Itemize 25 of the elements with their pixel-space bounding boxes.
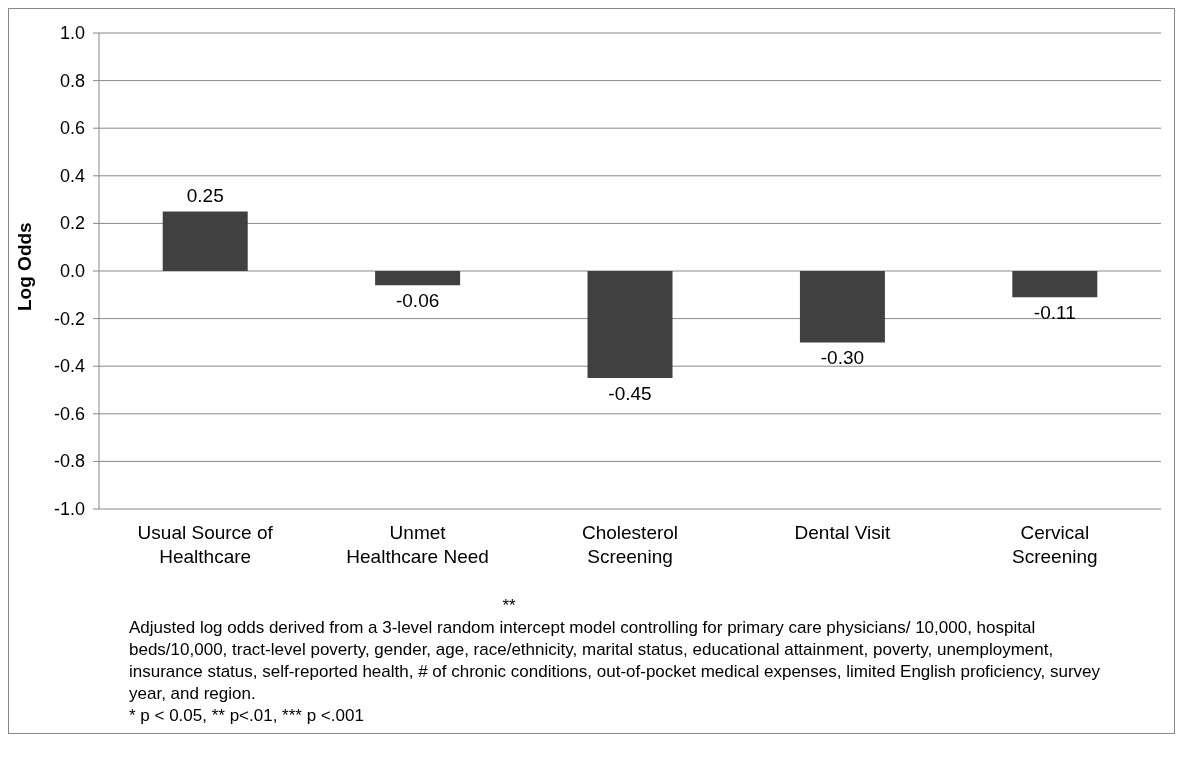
x-tick-label: Cholesterol Screening	[581, 522, 679, 567]
y-tick-label: -0.2	[53, 308, 85, 329]
data-label: -0.06	[395, 290, 440, 312]
data-label: -0.30	[820, 347, 865, 369]
y-tick-label: -1.0	[53, 499, 85, 519]
data-label: -0.11	[1033, 302, 1076, 324]
y-tick-label: 0.0	[59, 261, 85, 281]
text: **	[501, 595, 517, 617]
y-tick-label: 0.6	[59, 118, 85, 139]
x-tick-label: Dental Visit	[794, 522, 891, 543]
data-label: 0.25	[186, 184, 224, 206]
y-tick-label: 0.8	[59, 70, 85, 91]
x-tick-label: Unmet Healthcare Need	[346, 522, 489, 567]
y-axis-title: Log Odds	[13, 222, 35, 311]
text: * p < 0.05, ** p<.01, *** p <.001	[129, 705, 365, 727]
text: Adjusted log odds derived from a 3-level random intercept model controlling for primary care physicians/ 10,000, hospital beds/10,000, tract-level poverty, gender, age, race/ethnicity, marital status, educational attainment, poverty, unemployment, insurance status, self-reported health, # of chronic conditions, out-of-pocket medical expenses, limited English proficiency, survey year, and region.	[129, 617, 1102, 705]
x-tick-label: Usual Source of Healthcare	[137, 522, 274, 567]
y-tick-label: -0.6	[53, 403, 85, 424]
data-label: -0.45	[608, 383, 652, 405]
y-tick-label: 0.4	[59, 165, 85, 186]
y-tick-label: 1.0	[59, 23, 85, 43]
y-tick-label: 0.2	[59, 213, 85, 234]
y-tick-label: -0.8	[53, 451, 85, 472]
y-tick-label: -0.4	[53, 356, 85, 377]
x-tick-label: Cervical Screening	[1012, 522, 1098, 567]
